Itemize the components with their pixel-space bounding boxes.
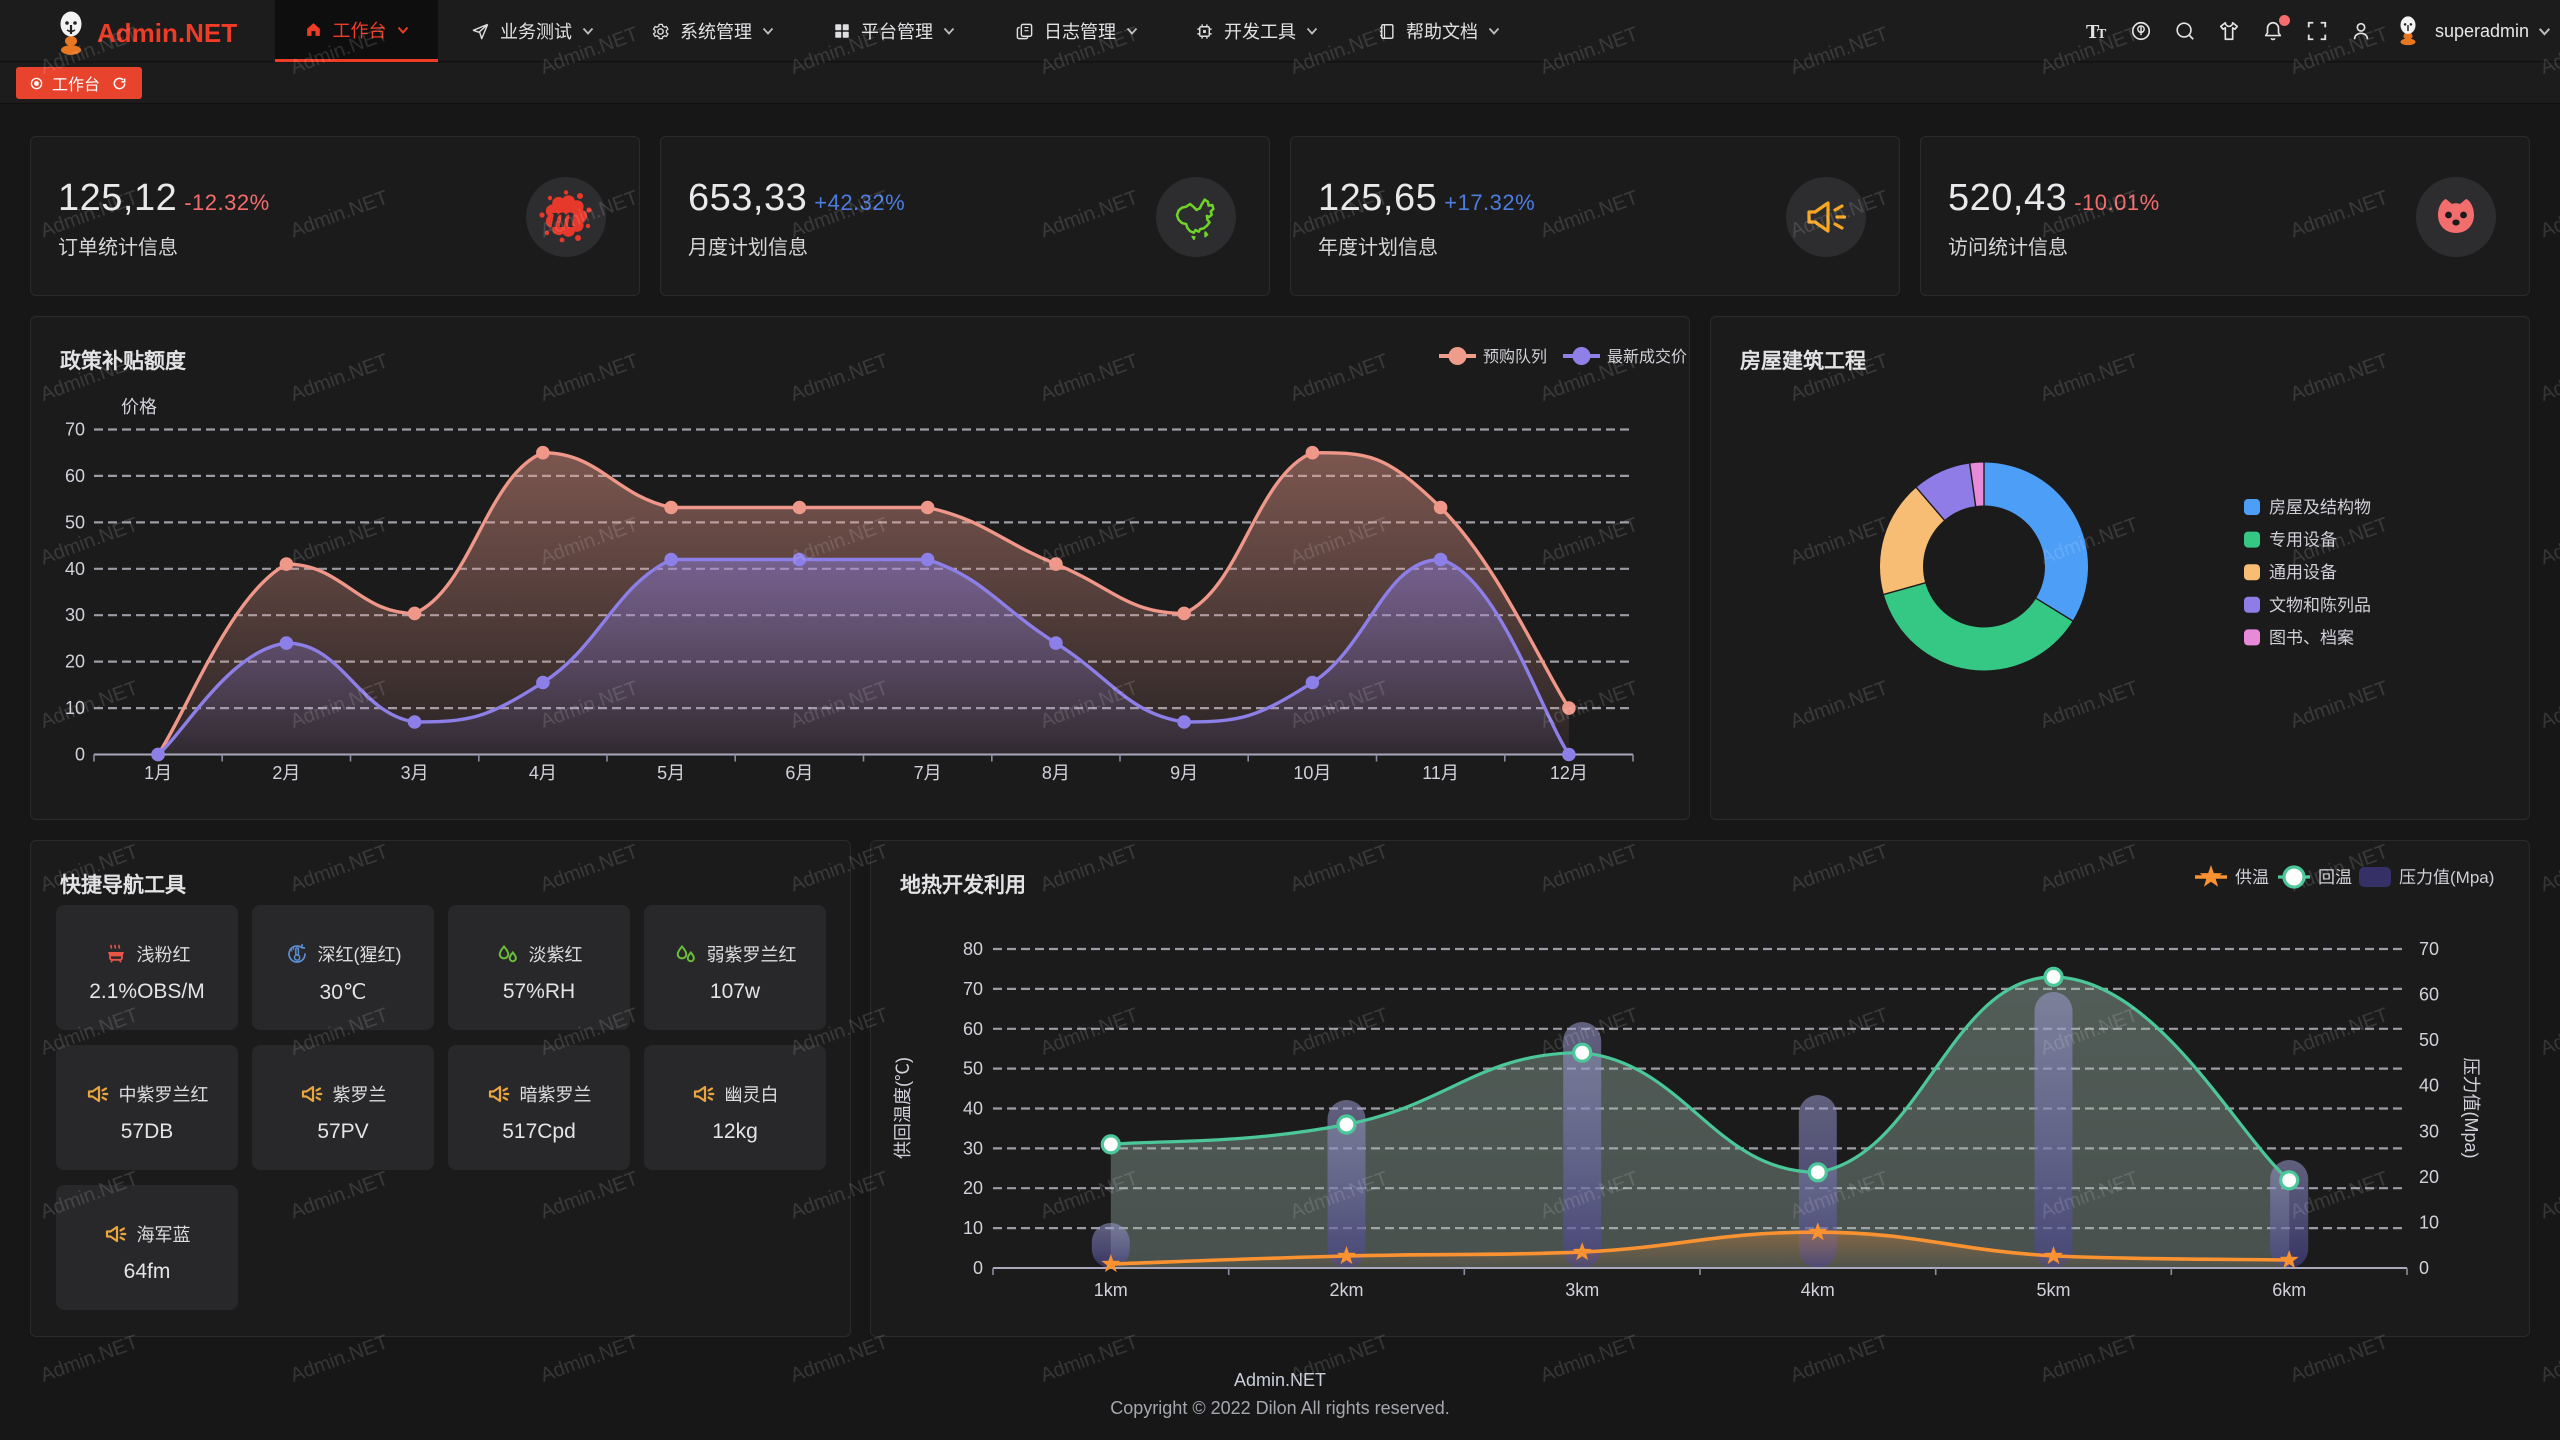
svg-text:40: 40 — [2419, 1076, 2439, 1096]
svg-text:专用设备: 专用设备 — [2269, 531, 2337, 550]
svg-text:6km: 6km — [2272, 1280, 2306, 1300]
svg-text:m: m — [551, 199, 575, 234]
svg-text:房屋及结构物: 房屋及结构物 — [2269, 498, 2371, 517]
svg-text:60: 60 — [65, 466, 85, 486]
svg-text:10月: 10月 — [1293, 763, 1331, 783]
svg-text:20: 20 — [2419, 1167, 2439, 1187]
svg-text:8月: 8月 — [1042, 763, 1070, 783]
svg-text:12月: 12月 — [1550, 763, 1588, 783]
svg-text:60: 60 — [963, 1019, 983, 1039]
svg-text:40: 40 — [65, 559, 85, 579]
svg-text:70: 70 — [963, 979, 983, 999]
svg-text:10: 10 — [2419, 1212, 2439, 1232]
svg-text:30: 30 — [65, 605, 85, 625]
svg-text:7月: 7月 — [914, 763, 942, 783]
svg-text:预购队列: 预购队列 — [1483, 348, 1547, 366]
svg-text:9月: 9月 — [1170, 763, 1198, 783]
svg-text:供温: 供温 — [2235, 868, 2269, 887]
svg-text:1月: 1月 — [144, 763, 172, 783]
svg-text:回温: 回温 — [2318, 868, 2352, 887]
svg-text:4km: 4km — [1801, 1280, 1835, 1300]
svg-text:供回温度(℃): 供回温度(℃) — [893, 1057, 913, 1159]
svg-text:10: 10 — [65, 698, 85, 718]
svg-text:压力值(Mpa): 压力值(Mpa) — [2399, 868, 2494, 887]
svg-text:文物和陈列品: 文物和陈列品 — [2269, 596, 2371, 615]
svg-text:50: 50 — [2419, 1030, 2439, 1050]
svg-text:T: T — [2097, 27, 2107, 42]
svg-text:通用设备: 通用设备 — [2269, 563, 2337, 582]
svg-text:2km: 2km — [1329, 1280, 1363, 1300]
svg-text:60: 60 — [2419, 985, 2439, 1005]
svg-text:11月: 11月 — [1422, 763, 1459, 783]
svg-text:70: 70 — [65, 420, 85, 440]
svg-text:图书、档案: 图书、档案 — [2269, 628, 2354, 647]
svg-text:压力值(Mpa): 压力值(Mpa) — [2461, 1057, 2481, 1158]
svg-text:5km: 5km — [2036, 1280, 2070, 1300]
svg-text:0: 0 — [973, 1258, 983, 1278]
svg-text:2月: 2月 — [272, 763, 300, 783]
svg-text:20: 20 — [963, 1178, 983, 1198]
svg-text:20: 20 — [65, 652, 85, 672]
svg-text:6月: 6月 — [785, 763, 813, 783]
svg-text:3km: 3km — [1565, 1280, 1599, 1300]
svg-text:70: 70 — [2419, 939, 2439, 959]
svg-text:40: 40 — [963, 1099, 983, 1119]
svg-text:30: 30 — [963, 1138, 983, 1158]
svg-text:0: 0 — [2419, 1258, 2429, 1278]
svg-text:价格: 价格 — [121, 397, 157, 417]
svg-text:3月: 3月 — [401, 763, 429, 783]
svg-text:最新成交价: 最新成交价 — [1607, 348, 1687, 366]
svg-text:5月: 5月 — [657, 763, 685, 783]
svg-text:4月: 4月 — [529, 763, 557, 783]
svg-text:30: 30 — [2419, 1121, 2439, 1141]
svg-text:0: 0 — [75, 745, 85, 765]
svg-text:10: 10 — [963, 1218, 983, 1238]
svg-text:50: 50 — [963, 1059, 983, 1079]
svg-text:80: 80 — [963, 939, 983, 959]
svg-text:50: 50 — [65, 512, 85, 532]
svg-text:1km: 1km — [1094, 1280, 1128, 1300]
